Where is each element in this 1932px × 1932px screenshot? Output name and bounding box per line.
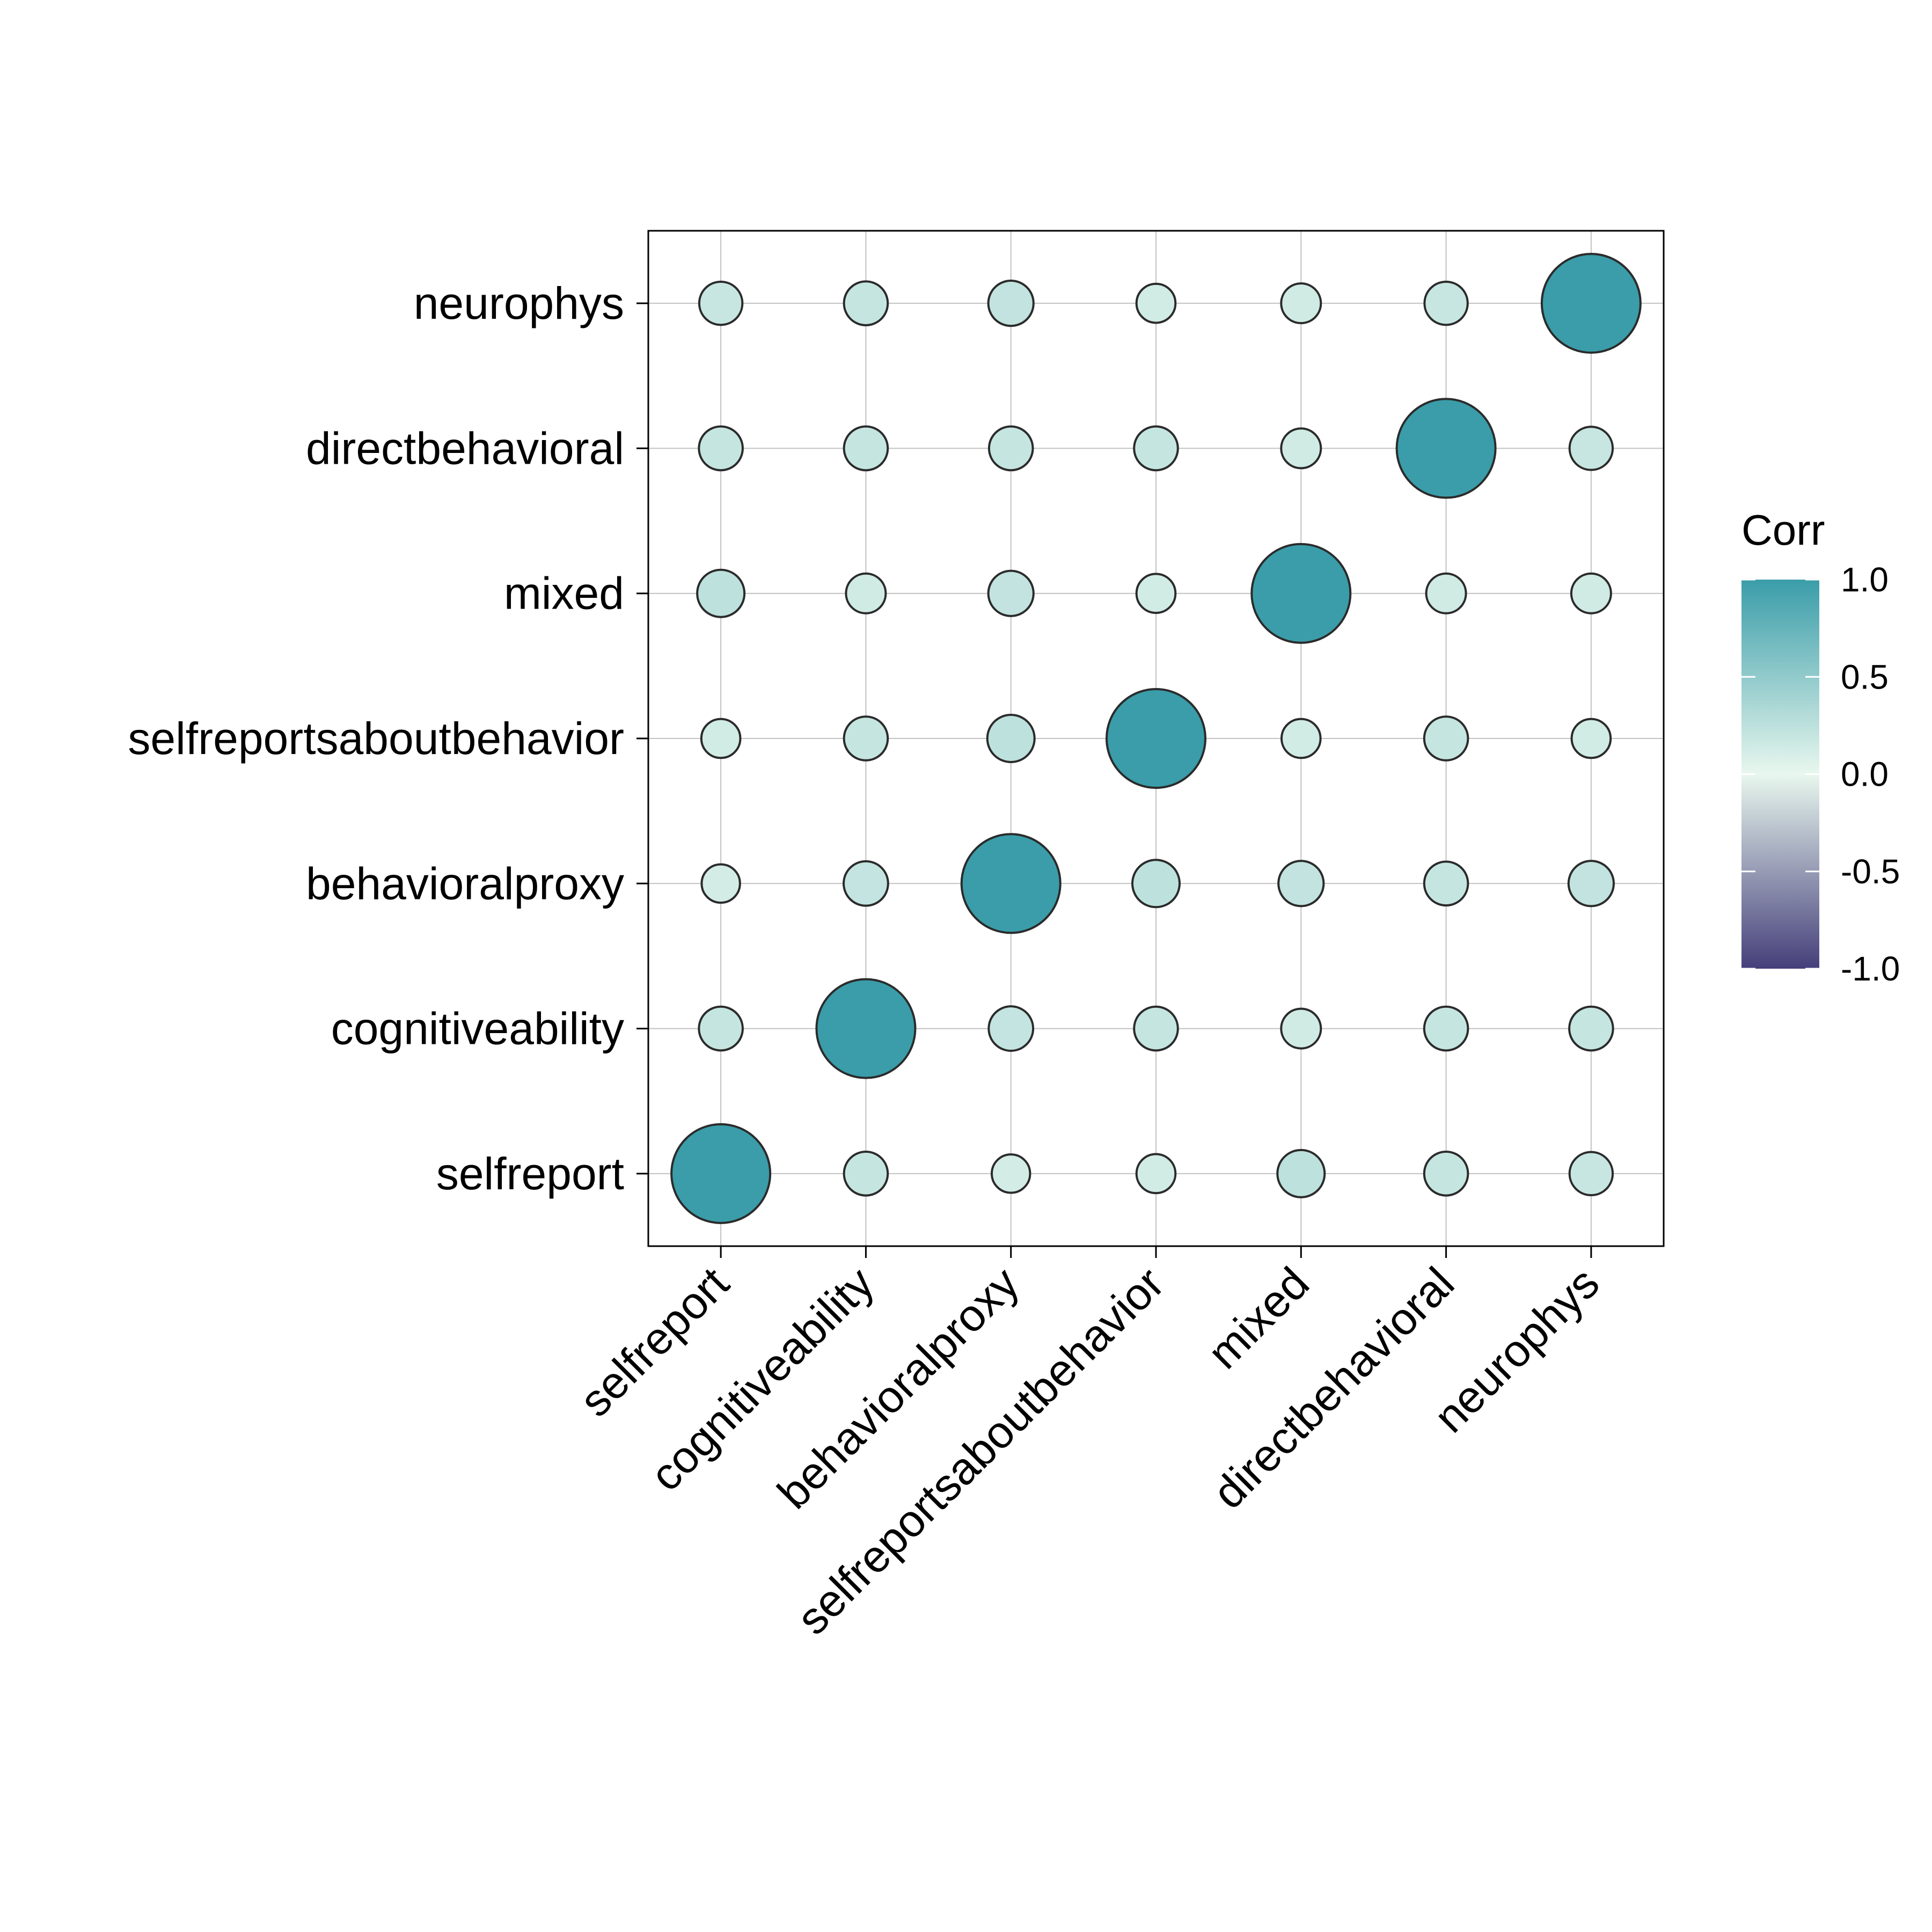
corr-marker-directbehavioral-selfreport <box>698 425 744 472</box>
corr-marker-mixed-directbehavioral <box>1425 572 1467 614</box>
corr-marker-selfreport-cognitiveability <box>843 1151 889 1197</box>
legend-tick-label: -0.5 <box>1841 852 1900 891</box>
legend-tick-label: 0.0 <box>1841 755 1889 794</box>
corr-marker-selfreportsaboutbehavior-behavioralproxy <box>986 714 1036 763</box>
corr-marker-selfreport-neurophys <box>1568 1151 1614 1197</box>
corr-marker-directbehavioral-mixed <box>1280 427 1322 470</box>
corr-marker-selfreportsaboutbehavior-directbehavioral <box>1423 715 1469 762</box>
corr-marker-behavioralproxy-neurophys <box>1567 860 1615 908</box>
corr-marker-selfreport-behavioralproxy <box>991 1153 1031 1194</box>
corr-marker-mixed-neurophys <box>1570 572 1612 614</box>
y-tick-label-neurophys: neurophys <box>414 278 624 328</box>
corr-marker-neurophys-behavioralproxy <box>987 280 1035 327</box>
corr-marker-neurophys-directbehavioral <box>1423 280 1469 326</box>
corr-marker-mixed-mixed <box>1250 543 1352 644</box>
corr-marker-mixed-selfreport <box>696 568 746 618</box>
corr-marker-cognitiveability-mixed <box>1280 1007 1322 1050</box>
corr-marker-selfreport-mixed <box>1276 1148 1326 1198</box>
corr-marker-cognitiveability-directbehavioral <box>1423 1005 1469 1052</box>
correlation-markers <box>670 253 1642 1224</box>
corr-marker-directbehavioral-selfreportsaboutbehavior <box>1133 425 1179 472</box>
corr-marker-selfreportsaboutbehavior-selfreport <box>700 718 742 759</box>
corr-marker-cognitiveability-selfreportsaboutbehavior <box>1133 1005 1179 1052</box>
corr-marker-neurophys-cognitiveability <box>843 280 889 326</box>
corr-marker-neurophys-selfreport <box>698 280 744 326</box>
color-legend: Corr 1.0 0.5 0.0 -0.5 -1.0 <box>1741 506 1900 988</box>
y-tick-label-directbehavioral: directbehavioral <box>306 423 624 473</box>
legend-title: Corr <box>1741 506 1825 554</box>
corr-marker-cognitiveability-behavioralproxy <box>987 1005 1035 1052</box>
corr-marker-directbehavioral-behavioralproxy <box>987 425 1034 472</box>
corr-marker-behavioralproxy-selfreportsaboutbehavior <box>1131 859 1181 909</box>
corr-marker-mixed-behavioralproxy <box>987 569 1035 617</box>
corr-marker-neurophys-neurophys <box>1540 253 1642 354</box>
y-tick-label-mixed: mixed <box>504 568 624 619</box>
corr-marker-behavioralproxy-behavioralproxy <box>960 833 1062 934</box>
corr-marker-behavioralproxy-cognitiveability <box>843 860 889 907</box>
corr-marker-behavioralproxy-mixed <box>1277 860 1325 908</box>
corr-marker-selfreportsaboutbehavior-selfreportsaboutbehavior <box>1106 688 1206 789</box>
corr-marker-directbehavioral-cognitiveability <box>843 425 889 472</box>
corr-marker-cognitiveability-neurophys <box>1568 1005 1614 1052</box>
corr-marker-selfreport-selfreportsaboutbehavior <box>1135 1153 1177 1195</box>
corr-marker-cognitiveability-cognitiveability <box>815 978 917 1079</box>
corr-marker-selfreportsaboutbehavior-neurophys <box>1570 718 1612 759</box>
legend-tick-label: -1.0 <box>1841 949 1900 988</box>
y-tick-label-cognitiveability: cognitiveability <box>331 1004 624 1054</box>
corr-marker-cognitiveability-selfreport <box>698 1005 744 1052</box>
corr-marker-neurophys-selfreportsaboutbehavior <box>1135 282 1177 324</box>
corr-marker-selfreport-selfreport <box>670 1123 772 1224</box>
corr-marker-directbehavioral-neurophys <box>1568 426 1614 471</box>
corr-marker-selfreport-directbehavioral <box>1423 1151 1469 1197</box>
y-tick-label-behavioralproxy: behavioralproxy <box>306 858 624 909</box>
corr-marker-behavioralproxy-directbehavioral <box>1423 860 1469 907</box>
corr-marker-directbehavioral-directbehavioral <box>1395 398 1497 499</box>
y-tick-label-selfreport: selfreport <box>436 1148 624 1199</box>
y-axis-ticks: selfreport cognitiveability behavioralprox… <box>128 278 648 1199</box>
legend-tick-label: 0.5 <box>1841 657 1889 696</box>
corr-marker-mixed-cognitiveability <box>845 572 887 614</box>
corr-marker-selfreportsaboutbehavior-mixed <box>1280 718 1322 759</box>
corr-marker-mixed-selfreportsaboutbehavior <box>1135 573 1177 614</box>
corr-marker-neurophys-mixed <box>1280 282 1322 325</box>
corr-marker-behavioralproxy-selfreport <box>700 863 741 904</box>
legend-tick-label: 1.0 <box>1841 560 1889 599</box>
y-tick-label-selfreportsaboutbehavior: selfreportsaboutbehavior <box>128 713 624 764</box>
corr-marker-selfreportsaboutbehavior-cognitiveability <box>843 715 889 762</box>
